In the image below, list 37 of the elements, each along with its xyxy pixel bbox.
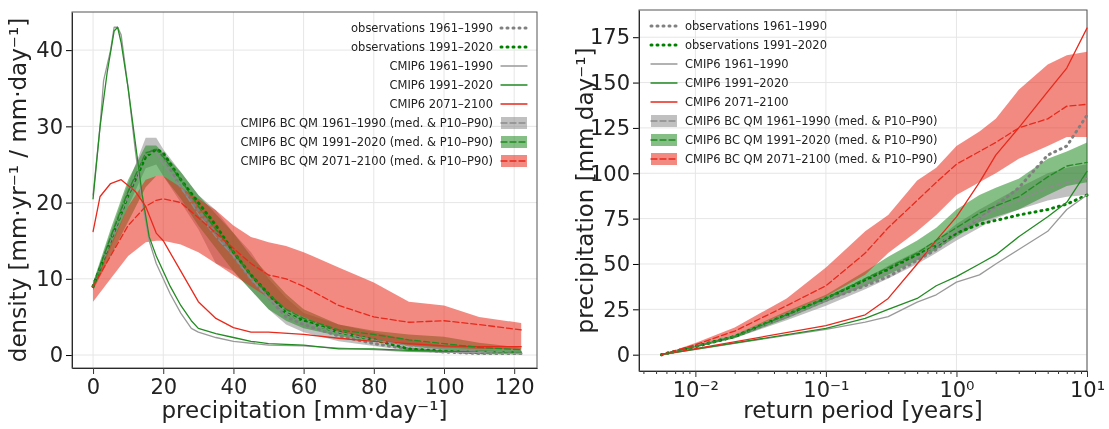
- legend-label: CMIP6 BC QM 2071–2100 (med. & P10–P90): [685, 152, 938, 167]
- x-tick-label: 20: [150, 375, 178, 400]
- x-tick-label: 80: [360, 375, 388, 400]
- y-tick-label: 175: [589, 25, 630, 50]
- legend-label: CMIP6 2071–2100: [389, 97, 493, 112]
- legend-label: CMIP6 BC QM 1991–2020 (med. & P10–P90): [240, 135, 493, 150]
- x-tick-label: 40: [220, 375, 248, 400]
- legend-label: CMIP6 2071–2100: [685, 95, 789, 110]
- y-tick-label: 0: [616, 342, 630, 367]
- legend-label: observations 1961–1990: [685, 19, 827, 34]
- y-tick-label: 10: [36, 267, 63, 292]
- legend-label: CMIP6 1991–2020: [685, 76, 789, 91]
- y-tick-label: 40: [36, 38, 63, 63]
- x-tick-label: 10¹: [1069, 378, 1106, 403]
- legend-label: CMIP6 1991–2020: [389, 78, 493, 93]
- x-tick-label: 60: [290, 375, 318, 400]
- legend-label: observations 1961–1990: [351, 21, 493, 36]
- y-tick-label: 25: [603, 297, 630, 322]
- x-tick-label: 120: [494, 375, 535, 400]
- x-tick-label: 0: [86, 375, 101, 400]
- legend-label: CMIP6 BC QM 1961–1990 (med. & P10–P90): [685, 114, 938, 129]
- x-tick-label: 10⁻²: [672, 378, 719, 403]
- legend-label: observations 1991–2020: [351, 40, 493, 55]
- legend-label: observations 1991–2020: [685, 38, 827, 53]
- y-tick-label: 50: [603, 252, 630, 277]
- legend-label: CMIP6 BC QM 1991–2020 (med. & P10–P90): [685, 133, 938, 148]
- x-tick-label: 100: [424, 375, 465, 400]
- y-tick-label: 0: [49, 343, 63, 368]
- y-tick-label: 75: [603, 206, 630, 231]
- x-axis-title: precipitation [mm·day⁻¹]: [161, 397, 448, 423]
- y-tick-label: 20: [36, 190, 63, 215]
- legend-label: CMIP6 1961–1990: [685, 57, 789, 72]
- y-tick-label: 30: [36, 114, 63, 139]
- legend-label: CMIP6 BC QM 1961–1990 (med. & P10–P90): [240, 116, 493, 131]
- y-axis-title: density [mm·yr⁻¹ / mm·day⁻¹]: [5, 17, 31, 363]
- legend-label: CMIP6 BC QM 2071–2100 (med. & P10–P90): [240, 154, 493, 169]
- legend-label: CMIP6 1961–1990: [389, 59, 493, 74]
